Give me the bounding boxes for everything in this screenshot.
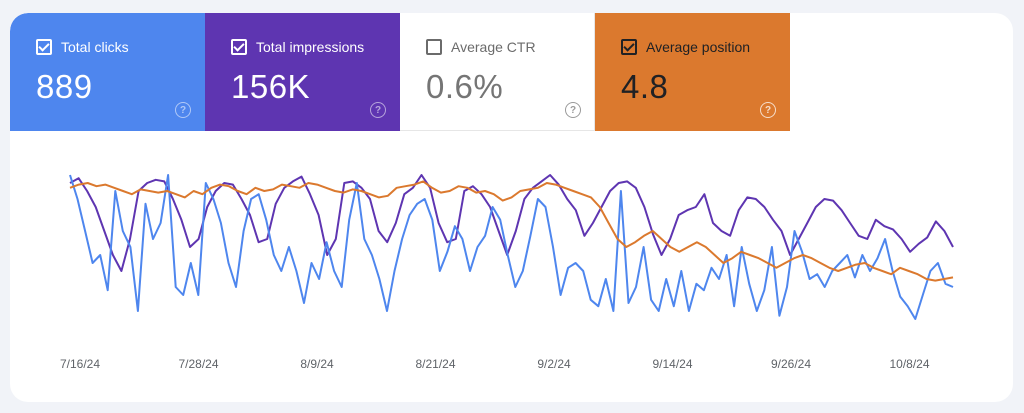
x-tick-label: 8/9/24 bbox=[300, 357, 334, 371]
checkbox-checked-icon[interactable] bbox=[36, 39, 52, 55]
x-tick-label: 9/2/24 bbox=[537, 357, 571, 371]
tile-average-ctr[interactable]: Average CTR 0.6% ? bbox=[400, 13, 595, 131]
tile-header: Average position bbox=[621, 39, 790, 55]
tile-value: 156K bbox=[231, 68, 311, 105]
tile-header: Average CTR bbox=[426, 39, 594, 55]
x-tick-label: 8/21/24 bbox=[415, 357, 455, 371]
series-layer bbox=[69, 174, 954, 320]
checkbox-checked-icon[interactable] bbox=[621, 39, 637, 55]
tile-label: Average position bbox=[646, 39, 751, 55]
tile-label: Average CTR bbox=[451, 39, 536, 55]
series-line-clicks bbox=[69, 174, 954, 320]
checkbox-unchecked-icon[interactable] bbox=[426, 39, 442, 55]
help-icon[interactable]: ? bbox=[760, 102, 776, 118]
tile-value: 0.6% bbox=[426, 68, 504, 105]
series-line-impressions bbox=[69, 174, 954, 272]
tile-label: Total clicks bbox=[61, 39, 129, 55]
series-line-position bbox=[69, 180, 954, 282]
tile-total-impressions[interactable]: Total impressions 156K ? bbox=[205, 13, 400, 131]
x-tick-label: 9/14/24 bbox=[652, 357, 692, 371]
tile-value: 4.8 bbox=[621, 68, 669, 105]
performance-card: Total clicks 889 ? Total impressions 156… bbox=[10, 13, 1013, 402]
tile-header: Total clicks bbox=[36, 39, 205, 55]
x-tick-label: 10/8/24 bbox=[889, 357, 929, 371]
tile-average-position[interactable]: Average position 4.8 ? bbox=[595, 13, 790, 131]
x-tick-label: 9/26/24 bbox=[771, 357, 811, 371]
x-tick-label: 7/28/24 bbox=[178, 357, 218, 371]
tile-label: Total impressions bbox=[256, 39, 365, 55]
help-icon[interactable]: ? bbox=[175, 102, 191, 118]
performance-line-chart: 7/16/24 7/28/24 8/9/24 8/21/24 9/2/24 9/14/24… bbox=[60, 174, 954, 371]
checkbox-checked-icon[interactable] bbox=[231, 39, 247, 55]
metric-tiles: Total clicks 889 ? Total impressions 156… bbox=[10, 13, 790, 131]
help-icon[interactable]: ? bbox=[565, 102, 581, 118]
tile-total-clicks[interactable]: Total clicks 889 ? bbox=[10, 13, 205, 131]
help-icon[interactable]: ? bbox=[370, 102, 386, 118]
x-axis: 7/16/24 7/28/24 8/9/24 8/21/24 9/2/24 9/14/24… bbox=[60, 357, 930, 371]
tile-value: 889 bbox=[36, 68, 93, 105]
tile-header: Total impressions bbox=[231, 39, 400, 55]
x-tick-label: 7/16/24 bbox=[60, 357, 100, 371]
